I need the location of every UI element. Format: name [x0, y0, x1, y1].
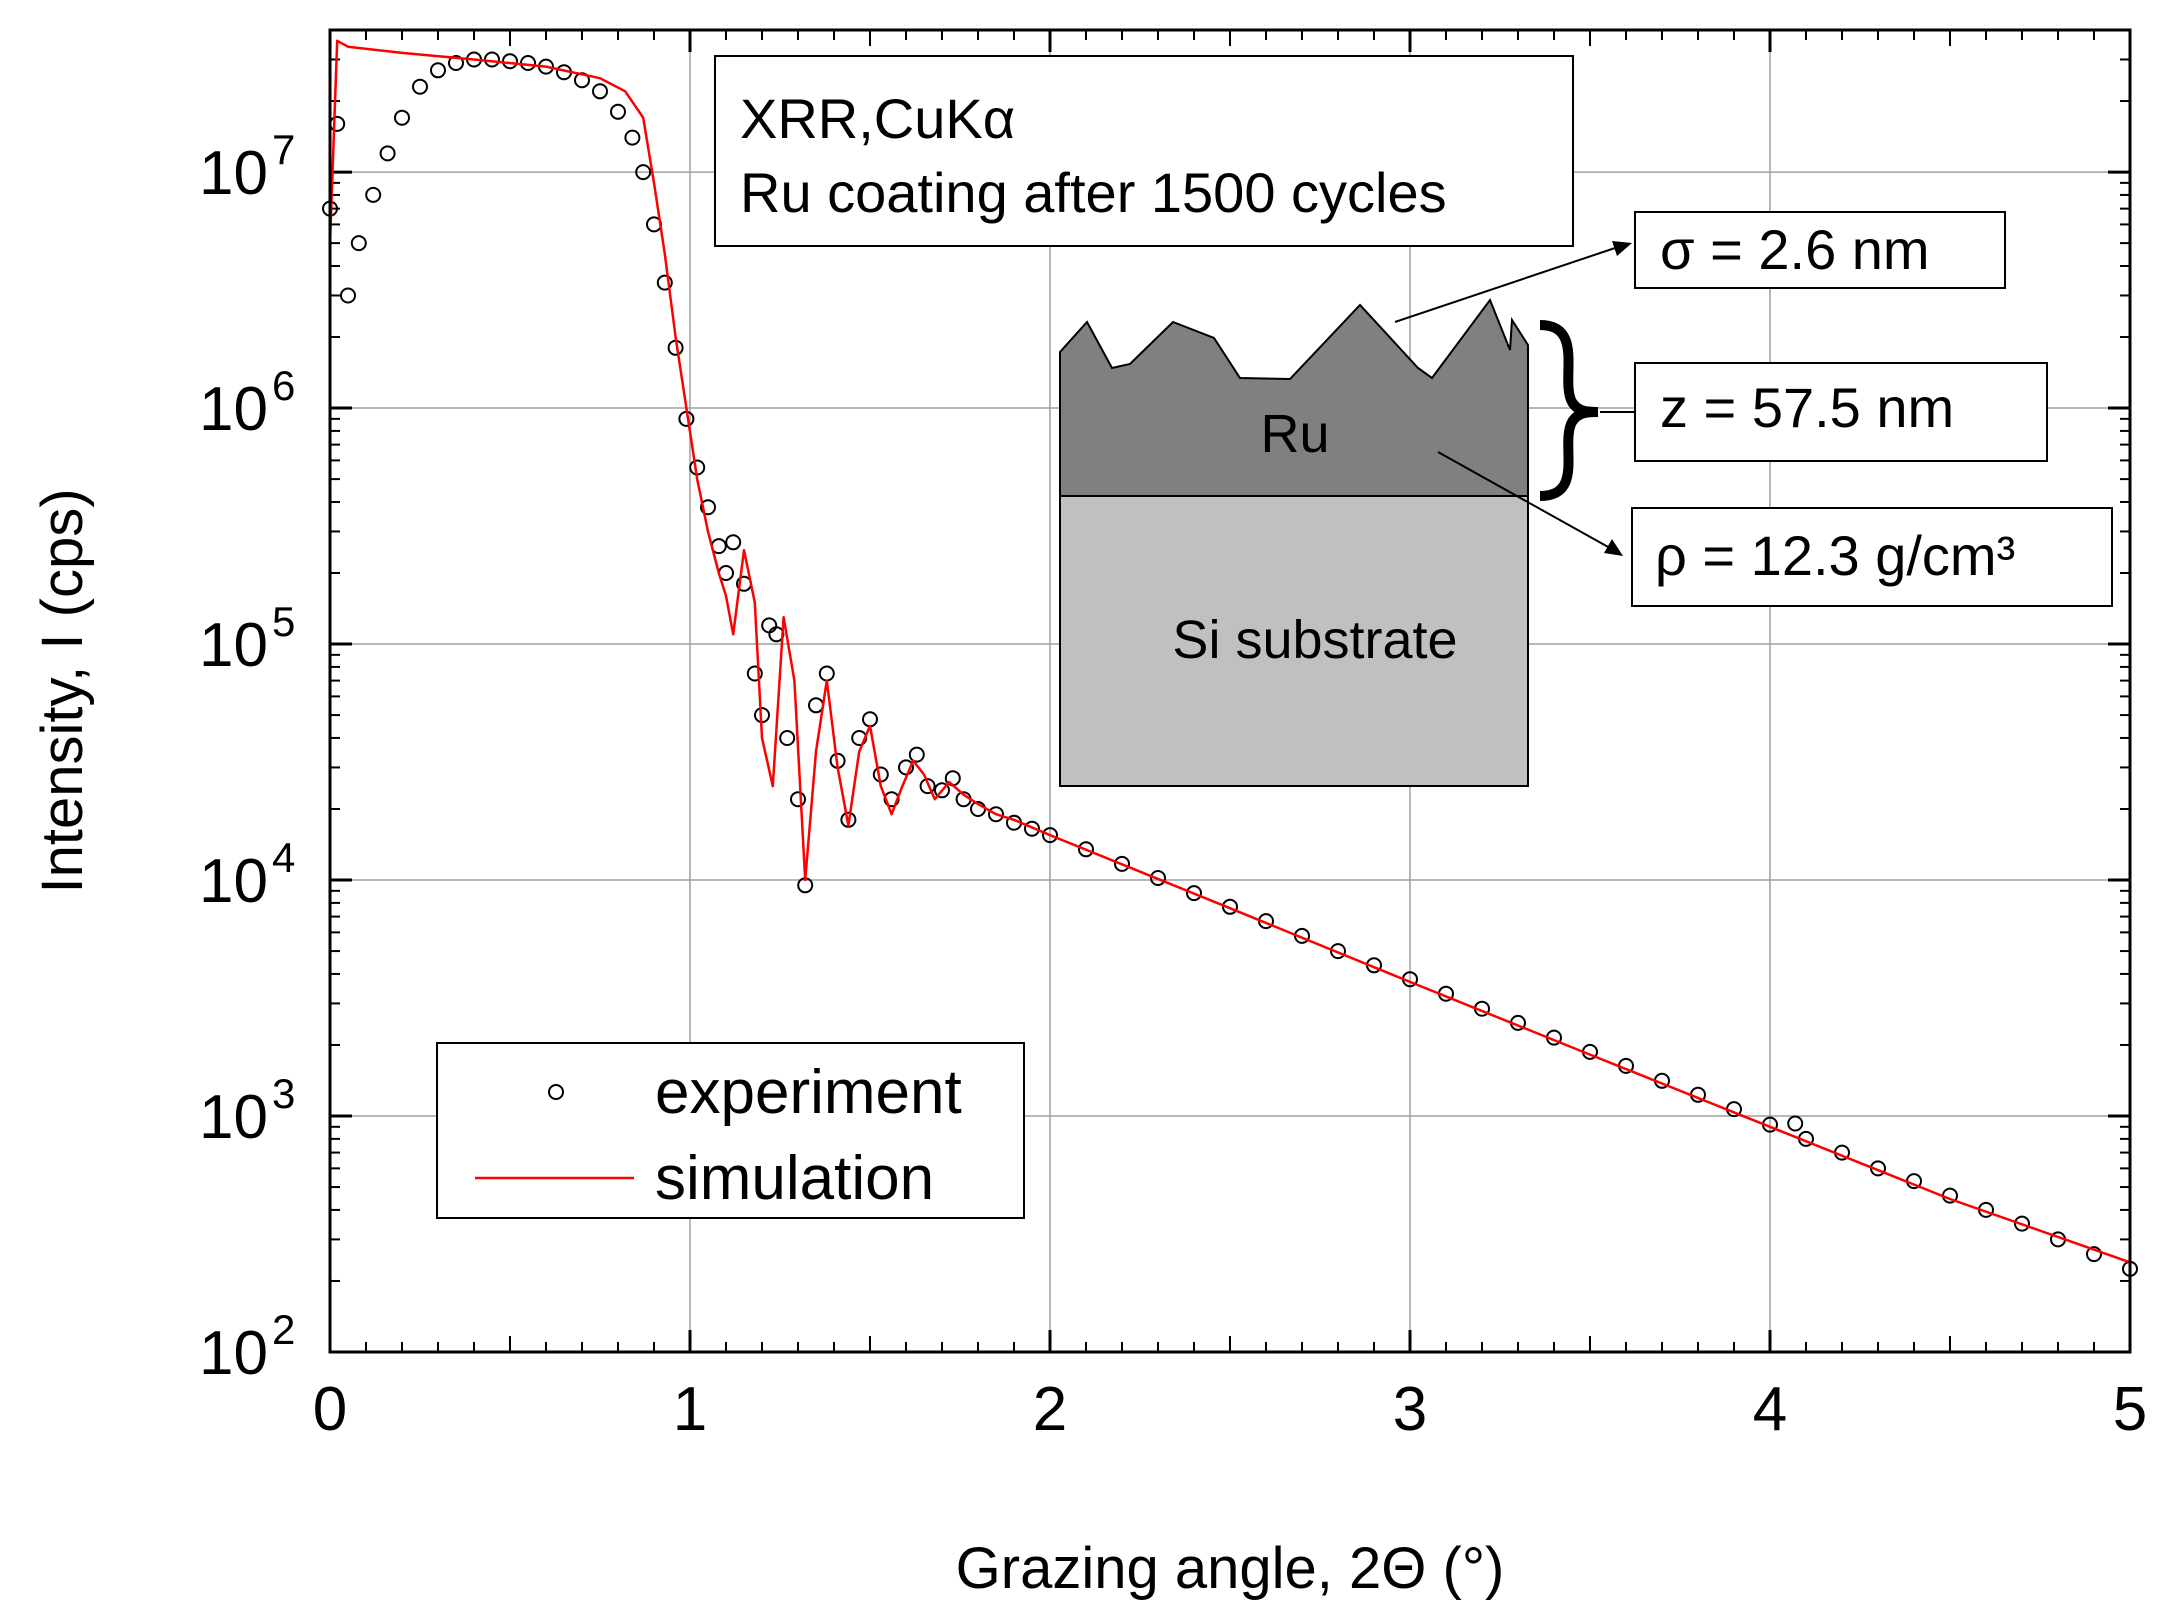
- experiment-point: [394, 109, 410, 126]
- experiment-point: [592, 83, 608, 100]
- experiment-point: [934, 782, 950, 799]
- y-tick-exponent: 4: [272, 834, 295, 881]
- experiment-point: [988, 806, 1004, 823]
- experiment-point: [1114, 855, 1130, 872]
- experiment-point: [1330, 943, 1346, 960]
- ru-layer-label: Ru: [1260, 404, 1329, 464]
- thickness-value: z = 57.5 nm: [1660, 376, 1954, 439]
- experiment-point: [635, 164, 652, 181]
- y-tick-label: 10: [199, 611, 268, 680]
- experiment-point: [350, 235, 367, 252]
- legend-experiment-label: experiment: [655, 1058, 962, 1127]
- y-tick-exponent: 6: [272, 362, 295, 409]
- simulation-line: [328, 39, 2131, 1264]
- experiment-point: [919, 778, 936, 795]
- density-value: ρ = 12.3 g/cm³: [1655, 524, 2015, 587]
- y-tick-label: 10: [199, 139, 268, 208]
- y-tick-exponent: 7: [272, 126, 295, 173]
- ru-layer: [1059, 297, 1529, 497]
- thickness-box: z = 57.5 nm: [1634, 362, 2048, 462]
- layer-schematic: Ru Si substrate: [1059, 297, 1599, 787]
- experiment-point: [908, 746, 925, 763]
- experiment-point: [379, 145, 396, 162]
- experiment-point: [2014, 1215, 2030, 1232]
- experiment-point: [610, 103, 626, 120]
- y-tick-exponent: 3: [272, 1070, 295, 1117]
- experiment-point: [700, 499, 716, 516]
- y-tick-label: 10: [199, 1319, 268, 1388]
- y-axis-title: Intensity, I (cps): [30, 488, 95, 893]
- experiment-point: [790, 791, 806, 808]
- legend: experiment simulation: [436, 1042, 1025, 1219]
- density-box: ρ = 12.3 g/cm³: [1631, 507, 2113, 607]
- experiment-point: [1222, 898, 1238, 915]
- experiment-point: [746, 665, 763, 682]
- thickness-brace: [1539, 320, 1599, 501]
- experiment-point: [1186, 885, 1202, 902]
- experiment-point: [1150, 870, 1166, 886]
- experiment-point: [448, 55, 464, 71]
- experiment-point: [365, 186, 382, 203]
- x-tick-label: 2: [1033, 1375, 1067, 1444]
- experiment-point: [430, 62, 446, 79]
- x-tick-label: 0: [313, 1375, 347, 1444]
- experiment-point: [1078, 841, 1094, 858]
- y-tick-exponent: 2: [272, 1306, 295, 1353]
- experiment-point: [656, 274, 673, 291]
- si-substrate-layer: [1059, 495, 1529, 787]
- y-tick-label: 10: [199, 1083, 268, 1152]
- x-tick-label: 4: [1753, 1375, 1787, 1444]
- sigma-box: σ = 2.6 nm: [1634, 211, 2006, 289]
- experiment-point: [340, 287, 356, 304]
- y-tick-exponent: 5: [272, 598, 295, 645]
- si-layer-label: Si substrate: [1172, 610, 1457, 670]
- legend-simulation-label: simulation: [655, 1144, 934, 1213]
- legend-box: [436, 1042, 1025, 1219]
- x-tick-label: 3: [1393, 1375, 1427, 1444]
- experiment-point: [412, 78, 428, 95]
- info-line-1: XRR,CuKα: [740, 87, 1015, 150]
- series-simulation: [328, 39, 2131, 1264]
- y-tick-label: 10: [199, 375, 268, 444]
- experiment-point: [2086, 1246, 2102, 1263]
- experiment-point: [898, 759, 914, 776]
- experiment-point: [1024, 820, 1040, 837]
- x-tick-label: 1: [673, 1375, 707, 1444]
- experiment-point: [779, 730, 796, 746]
- legend-experiment-marker: [548, 1084, 564, 1100]
- experiment-point: [1042, 827, 1058, 844]
- plot-frame: [328, 28, 2132, 1354]
- experiment-point: [1787, 1115, 1804, 1132]
- x-tick-label: 5: [2113, 1375, 2147, 1444]
- experiment-point: [725, 534, 742, 551]
- sigma-value: σ = 2.6 nm: [1660, 218, 1930, 281]
- experiment-point: [624, 129, 641, 146]
- x-axis-title: Grazing angle, 2Θ (°): [956, 1536, 1505, 1601]
- y-tick-label: 10: [199, 847, 268, 916]
- info-box: XRR,CuKα Ru coating after 1500 cycles: [714, 55, 1574, 247]
- info-line-2: Ru coating after 1500 cycles: [740, 161, 1447, 224]
